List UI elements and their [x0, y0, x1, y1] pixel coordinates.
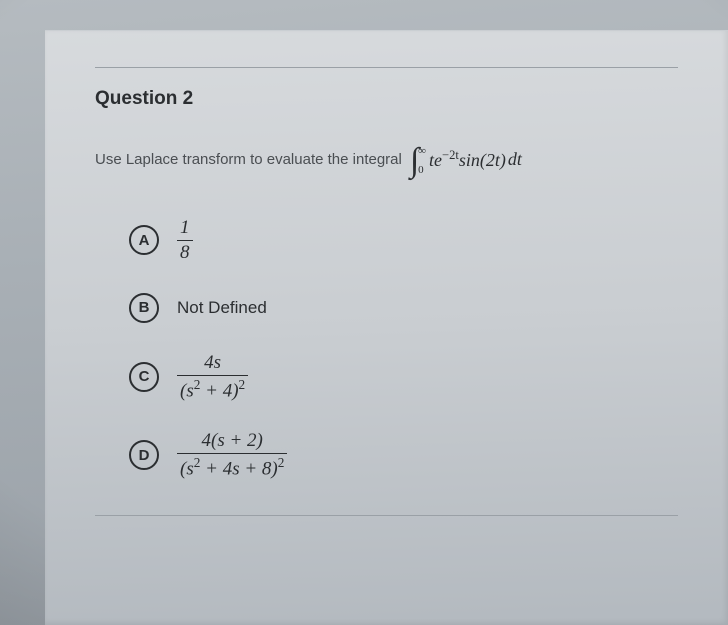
question-card: Question 2 Use Laplace transform to eval… [45, 30, 728, 625]
integrand: te−2tsin(2t) [429, 148, 506, 171]
options-list: A 1 8 B Not Defined C 4s (s2 + 4)2 [95, 218, 678, 479]
option-c-letter: C [129, 362, 159, 392]
integral-limits: ∞ 0 [418, 146, 426, 176]
option-b-letter: B [129, 293, 159, 323]
integral-lower: 0 [418, 165, 426, 176]
question-title: Question 2 [95, 88, 678, 110]
differential: dt [508, 149, 522, 170]
option-c[interactable]: C 4s (s2 + 4)2 [129, 353, 678, 401]
option-b-content: Not Defined [177, 298, 267, 318]
option-d-content: 4(s + 2) (s2 + 4s + 8)2 [177, 431, 287, 479]
option-c-content: 4s (s2 + 4)2 [177, 353, 248, 401]
option-b[interactable]: B Not Defined [129, 293, 678, 323]
option-a[interactable]: A 1 8 [129, 218, 678, 263]
option-a-content: 1 8 [177, 218, 193, 263]
integral-expression: ∫ ∞ 0 te−2tsin(2t) dt [410, 144, 522, 174]
integral-upper: ∞ [418, 146, 426, 157]
option-d-letter: D [129, 440, 159, 470]
option-a-letter: A [129, 225, 159, 255]
question-prompt: Use Laplace transform to evaluate the in… [95, 151, 402, 168]
question-prompt-row: Use Laplace transform to evaluate the in… [95, 144, 678, 174]
option-d[interactable]: D 4(s + 2) (s2 + 4s + 8)2 [129, 431, 678, 479]
bottom-divider [95, 515, 678, 516]
top-divider [95, 67, 678, 68]
